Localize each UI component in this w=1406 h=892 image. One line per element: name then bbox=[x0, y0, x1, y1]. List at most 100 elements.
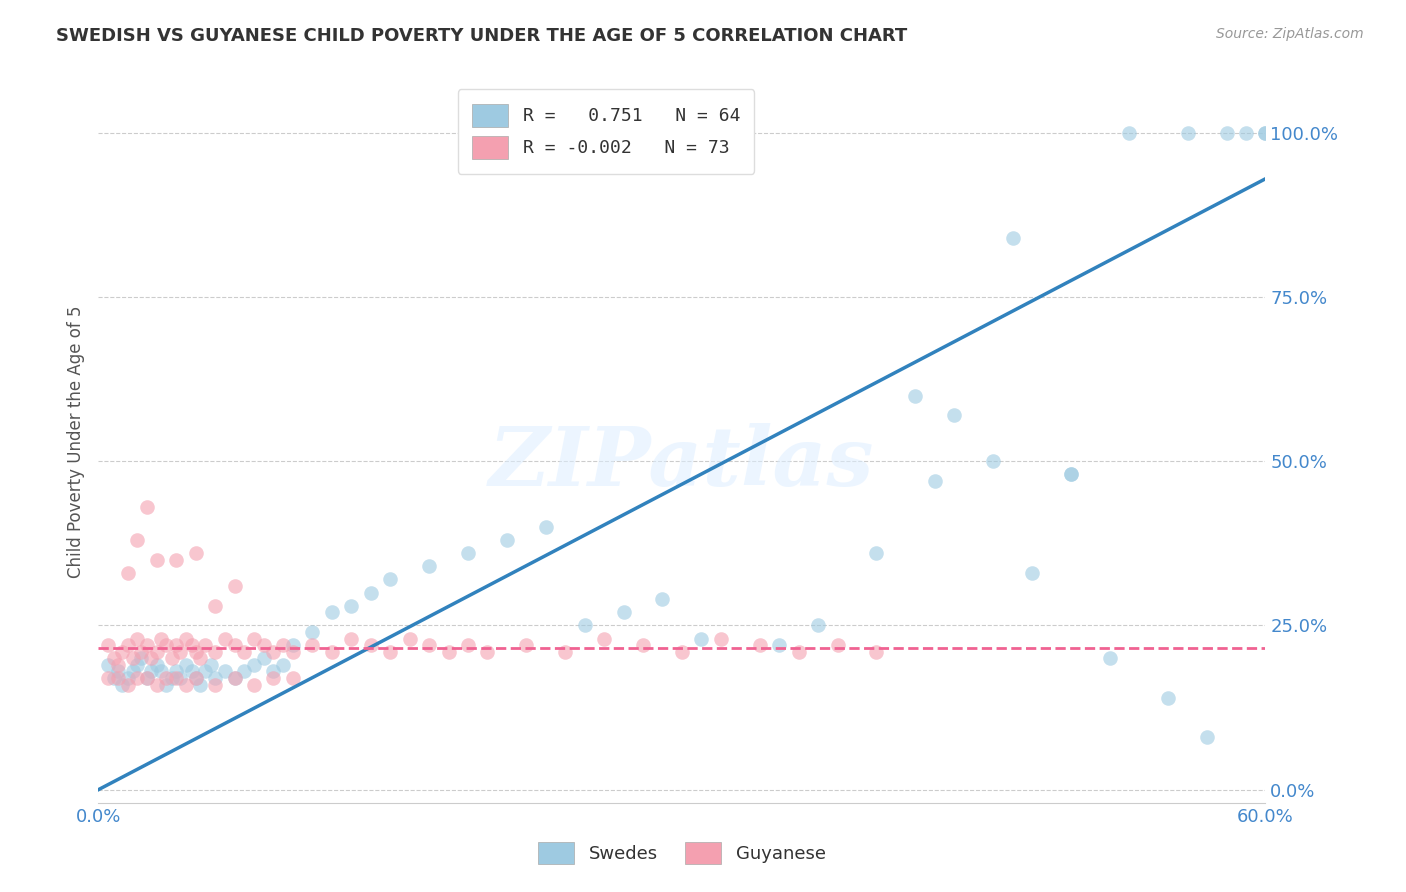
Point bbox=[865, 645, 887, 659]
Point bbox=[117, 638, 139, 652]
Point bbox=[262, 671, 284, 685]
Point bbox=[1177, 126, 1199, 140]
Point bbox=[360, 585, 382, 599]
Point bbox=[149, 632, 172, 646]
Point bbox=[787, 645, 810, 659]
Point bbox=[253, 638, 276, 652]
Point bbox=[155, 638, 177, 652]
Point bbox=[174, 677, 197, 691]
Point bbox=[194, 638, 217, 652]
Point bbox=[139, 665, 162, 679]
Point bbox=[281, 671, 304, 685]
Point bbox=[1234, 126, 1257, 140]
Point bbox=[253, 651, 276, 665]
Point bbox=[204, 671, 226, 685]
Point bbox=[1254, 126, 1277, 140]
Point bbox=[651, 592, 673, 607]
Point bbox=[200, 657, 222, 672]
Point bbox=[188, 651, 211, 665]
Point bbox=[224, 671, 246, 685]
Point bbox=[1215, 126, 1237, 140]
Point bbox=[690, 632, 713, 646]
Point bbox=[224, 638, 246, 652]
Point bbox=[204, 645, 226, 659]
Point bbox=[122, 651, 145, 665]
Point bbox=[97, 638, 120, 652]
Point bbox=[1254, 126, 1277, 140]
Point bbox=[129, 651, 152, 665]
Point bbox=[165, 665, 187, 679]
Point bbox=[631, 638, 654, 652]
Point bbox=[321, 605, 343, 619]
Point bbox=[165, 638, 187, 652]
Point bbox=[943, 409, 966, 423]
Point bbox=[165, 671, 187, 685]
Point bbox=[103, 671, 125, 685]
Point bbox=[515, 638, 537, 652]
Point bbox=[122, 665, 145, 679]
Point bbox=[457, 638, 479, 652]
Point bbox=[1098, 651, 1121, 665]
Point bbox=[107, 671, 129, 685]
Point bbox=[165, 553, 187, 567]
Point bbox=[180, 638, 202, 652]
Point bbox=[169, 671, 191, 685]
Point bbox=[103, 651, 125, 665]
Point bbox=[1195, 730, 1218, 744]
Point bbox=[398, 632, 420, 646]
Point bbox=[380, 645, 402, 659]
Point bbox=[169, 645, 191, 659]
Point bbox=[111, 645, 134, 659]
Point bbox=[380, 573, 402, 587]
Point bbox=[301, 638, 323, 652]
Point bbox=[136, 671, 159, 685]
Point bbox=[224, 579, 246, 593]
Point bbox=[174, 632, 197, 646]
Y-axis label: Child Poverty Under the Age of 5: Child Poverty Under the Age of 5 bbox=[66, 305, 84, 578]
Point bbox=[1021, 566, 1043, 580]
Point bbox=[162, 651, 184, 665]
Point bbox=[127, 657, 149, 672]
Point bbox=[155, 671, 177, 685]
Point bbox=[127, 671, 149, 685]
Point bbox=[146, 553, 169, 567]
Text: ZIPatlas: ZIPatlas bbox=[489, 423, 875, 503]
Point bbox=[1060, 467, 1083, 482]
Point bbox=[146, 645, 169, 659]
Point bbox=[340, 599, 363, 613]
Point bbox=[243, 632, 266, 646]
Point bbox=[139, 651, 162, 665]
Point bbox=[827, 638, 849, 652]
Point bbox=[418, 638, 440, 652]
Point bbox=[214, 632, 236, 646]
Point bbox=[1060, 467, 1083, 482]
Text: SWEDISH VS GUYANESE CHILD POVERTY UNDER THE AGE OF 5 CORRELATION CHART: SWEDISH VS GUYANESE CHILD POVERTY UNDER … bbox=[56, 27, 907, 45]
Point bbox=[127, 533, 149, 547]
Point bbox=[174, 657, 197, 672]
Point bbox=[593, 632, 616, 646]
Point bbox=[194, 665, 217, 679]
Point bbox=[281, 645, 304, 659]
Point bbox=[224, 671, 246, 685]
Point bbox=[184, 546, 207, 560]
Point bbox=[97, 657, 120, 672]
Point bbox=[262, 665, 284, 679]
Point bbox=[129, 645, 152, 659]
Point bbox=[477, 645, 499, 659]
Point bbox=[117, 677, 139, 691]
Point bbox=[180, 665, 202, 679]
Point bbox=[981, 454, 1004, 468]
Point bbox=[768, 638, 790, 652]
Point bbox=[243, 657, 266, 672]
Point bbox=[554, 645, 576, 659]
Point bbox=[748, 638, 770, 652]
Point bbox=[243, 677, 266, 691]
Point bbox=[188, 677, 211, 691]
Point bbox=[534, 520, 557, 534]
Point bbox=[162, 671, 184, 685]
Point bbox=[613, 605, 636, 619]
Point bbox=[360, 638, 382, 652]
Point bbox=[233, 665, 256, 679]
Point bbox=[184, 671, 207, 685]
Point bbox=[262, 645, 284, 659]
